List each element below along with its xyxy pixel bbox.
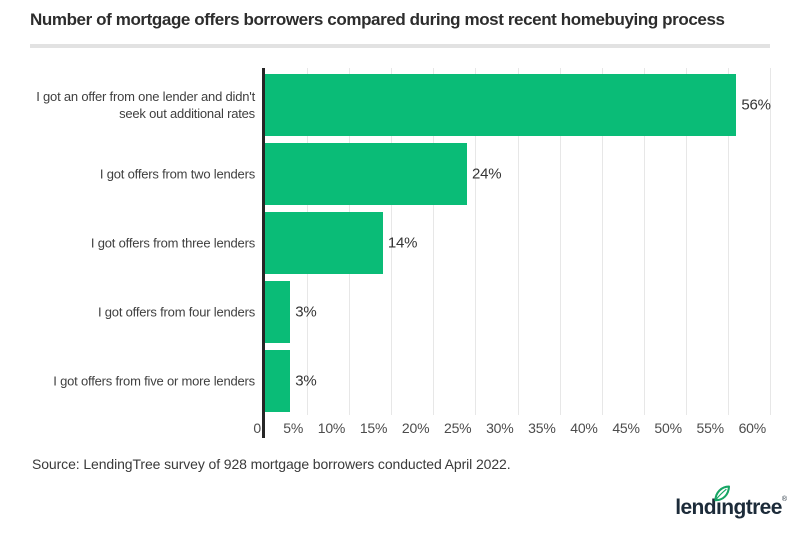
gridline-15 <box>391 68 393 415</box>
lendingtree-logo: lendingtree® <box>675 484 787 536</box>
category-label: I got offers from two lenders <box>99 166 255 182</box>
title-divider <box>30 44 770 48</box>
bar-value-label: 3% <box>295 372 317 390</box>
bar <box>265 281 291 343</box>
x-tick-label: 40% <box>570 420 598 436</box>
x-tick-label: 5% <box>283 420 304 436</box>
bar <box>265 212 383 274</box>
y-axis-line <box>262 68 265 438</box>
logo-text: lendingtree <box>675 496 782 519</box>
category-label: I got an offer from one lender and didn'… <box>36 89 255 121</box>
category-label: I got offers from three lenders <box>90 235 255 251</box>
gridline-40 <box>601 68 603 415</box>
leaf-icon <box>714 485 731 502</box>
gridline-25 <box>475 68 477 415</box>
x-tick-label: 15% <box>359 420 388 436</box>
registered-mark: ® <box>781 496 787 503</box>
chart-title: Number of mortgage offers borrowers comp… <box>30 10 725 29</box>
x-tick-label: 45% <box>612 420 640 436</box>
bar <box>265 74 737 136</box>
x-tick-label: 0 <box>253 420 261 436</box>
x-tick-label: 35% <box>528 420 556 436</box>
gridline-50 <box>685 68 687 415</box>
bar-value-label: 56% <box>741 96 771 114</box>
bar <box>265 350 291 412</box>
x-tick-label: 10% <box>317 420 346 436</box>
bar-value-label: 3% <box>295 303 317 321</box>
gridline-20 <box>433 68 435 415</box>
x-tick-label: 30% <box>486 420 514 436</box>
gridline-55 <box>727 68 729 415</box>
bar-value-label: 14% <box>387 234 418 252</box>
bar <box>265 143 467 205</box>
bar-value-label: 24% <box>472 165 502 183</box>
x-tick-label: 20% <box>401 420 430 436</box>
gridline-35 <box>559 68 561 415</box>
category-label: I got offers from four lenders <box>97 304 255 320</box>
category-label: I got offers from five or more lenders <box>53 373 255 389</box>
x-tick-label: 50% <box>654 420 682 436</box>
gridline-45 <box>643 68 645 415</box>
gridline-30 <box>517 68 519 415</box>
source-note: Source: LendingTree survey of 928 mortga… <box>32 456 511 472</box>
x-tick-label: 60% <box>738 420 767 436</box>
x-tick-label: 25% <box>444 420 472 436</box>
x-tick-label: 55% <box>696 420 725 436</box>
gridline-60 <box>770 68 772 415</box>
